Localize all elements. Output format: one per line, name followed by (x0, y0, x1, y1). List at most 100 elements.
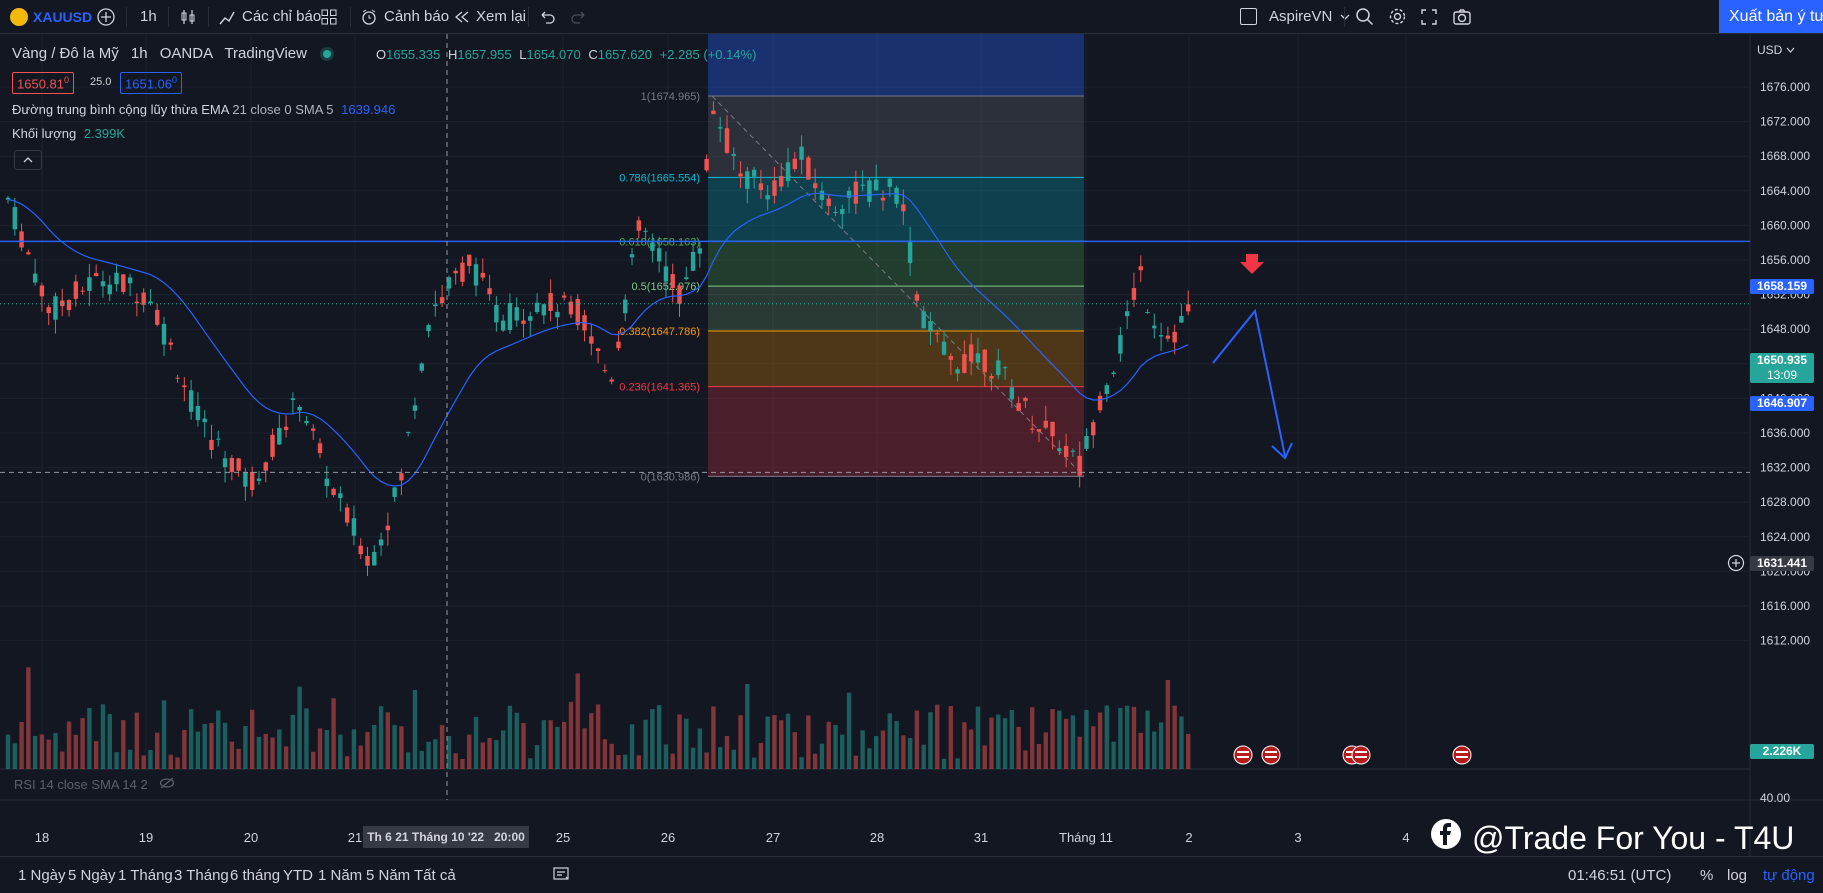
rsi-legend[interactable]: RSI 14 close SMA 14 2 (14, 777, 175, 792)
candle-body (718, 127, 723, 129)
interval-button[interactable]: 1h (140, 8, 157, 25)
volume-bar (419, 750, 424, 769)
volume-bar (121, 720, 126, 769)
volume-legend[interactable]: Khối lượng 2.399K (12, 126, 125, 141)
snapshot-button[interactable] (1452, 0, 1472, 33)
candle-body (405, 431, 411, 433)
volume-bar (53, 733, 58, 769)
volume-bar (623, 754, 628, 769)
volume-bar (1152, 731, 1157, 769)
volume-bar (304, 708, 309, 769)
templates-button[interactable] (320, 0, 338, 33)
search-button[interactable] (1355, 0, 1374, 33)
chart-type-button[interactable] (178, 0, 198, 33)
volume-bar (962, 722, 967, 769)
red-down-arrow-icon (1240, 254, 1264, 274)
candle-body (853, 181, 859, 204)
volume-bar (155, 732, 160, 769)
candle-body (745, 171, 750, 189)
date-range-button[interactable] (552, 857, 570, 893)
ema-price-label: 1646.907 (1750, 396, 1814, 411)
candle-body (941, 341, 947, 355)
candle-body (243, 472, 248, 487)
high-value: 1657.955 (457, 47, 512, 62)
us-flag-event-icon[interactable] (1233, 745, 1253, 765)
range-button-5[interactable]: YTD (283, 866, 313, 884)
rsi-axis-label: 40.00 (1760, 791, 1791, 805)
alert-button[interactable]: Cảnh báo (360, 0, 449, 33)
volume-bar (222, 722, 228, 769)
range-button-0[interactable]: 1 Ngày (18, 866, 66, 884)
range-button-4[interactable]: 6 tháng (230, 866, 281, 884)
range-button-7[interactable]: 5 Năm (366, 866, 411, 884)
range-button-6[interactable]: 1 Năm (318, 866, 363, 884)
clock-display[interactable]: 01:46:51 (UTC) (1568, 866, 1672, 884)
volume-bar (575, 673, 580, 769)
symbol-search-button[interactable]: XAUUSD (10, 0, 92, 33)
collapse-legend-button[interactable] (14, 150, 42, 170)
candle-body (1070, 450, 1076, 452)
range-button-1[interactable]: 5 Ngày (68, 866, 116, 884)
fullscreen-button[interactable] (1420, 0, 1438, 33)
volume-bar (1145, 710, 1150, 769)
candle-body (731, 154, 736, 156)
projection-path[interactable] (1212, 308, 1286, 457)
settings-button[interactable] (1388, 0, 1407, 33)
redo-button[interactable] (570, 0, 588, 33)
us-flag-event-icon[interactable] (1261, 745, 1281, 765)
fib-level-label: 0.382(1647.786) (619, 326, 700, 338)
indicators-button[interactable]: Các chỉ báo (218, 0, 321, 33)
auto-scale-toggle[interactable]: tự động (1763, 866, 1815, 884)
volume-bar (507, 705, 513, 769)
us-flag-stripe (1237, 756, 1249, 758)
rewind-icon (454, 9, 470, 25)
range-button-3[interactable]: 3 Tháng (174, 866, 229, 884)
volume-bar (277, 729, 282, 769)
eye-off-icon[interactable] (159, 777, 175, 792)
candle-body (419, 363, 424, 371)
last-price-value: 1650.935 (1756, 353, 1808, 367)
candle-body (1057, 448, 1062, 451)
replay-button[interactable]: Xem lại (454, 0, 526, 33)
volume-bar (548, 720, 553, 769)
volume-price-label: 2.226K (1750, 744, 1814, 759)
chevron-down-icon (1786, 43, 1795, 57)
account-menu[interactable]: AspireVN (1240, 0, 1350, 33)
candle-body (1118, 335, 1123, 354)
add-alert-plus-icon[interactable] (1727, 554, 1745, 577)
range-button-8[interactable]: Tất cả (414, 866, 456, 884)
range-button-2[interactable]: 1 Tháng (118, 866, 173, 884)
y-tick-label: 1628.000 (1760, 495, 1810, 509)
volume-bar (799, 757, 804, 769)
volume-bar (1118, 707, 1123, 769)
sell-button[interactable]: 1650.810 (12, 72, 75, 95)
close-label: C (588, 47, 598, 62)
candle-body (643, 230, 648, 232)
candle-body (392, 487, 397, 497)
volume-bar (134, 712, 140, 769)
log-toggle[interactable]: log (1727, 866, 1748, 884)
currency-selector[interactable]: USD (1757, 43, 1795, 57)
legend-interval: 1h (130, 45, 148, 62)
ema-legend[interactable]: Đường trung bình cộng lũy thừa EMA 21 cl… (12, 102, 395, 117)
buy-button[interactable]: 1651.060 (120, 72, 183, 95)
volume-bar (629, 724, 635, 769)
volume-bar (1016, 726, 1021, 769)
compare-button[interactable] (96, 0, 116, 33)
candle-body (636, 220, 642, 231)
us-flag-event-icon[interactable] (1452, 745, 1472, 765)
volume-bar (141, 755, 146, 769)
publish-button[interactable]: Xuất bản ý tư (1719, 0, 1823, 33)
volume-bar (860, 730, 865, 769)
percent-toggle[interactable]: % (1700, 866, 1714, 884)
ema-value: 1639.946 (341, 102, 396, 117)
top-toolbar: XAUUSD 1h Các chỉ báo Cảnh báo Xem lại A… (0, 0, 1823, 34)
undo-button[interactable] (538, 0, 556, 33)
candle-body (256, 478, 262, 481)
fib-level-label: 0.786(1665.554) (619, 172, 700, 184)
legend-title[interactable]: Vàng / Đô la Mỹ (12, 45, 119, 62)
x-tick-label: 3 (1294, 830, 1301, 845)
chart-canvas[interactable]: 1676.000 1672.000 1668.000 1664.000 1660.000… (0, 34, 1823, 856)
account-name: AspireVN (1269, 8, 1333, 25)
us-flag-event-icon[interactable] (1351, 745, 1371, 765)
